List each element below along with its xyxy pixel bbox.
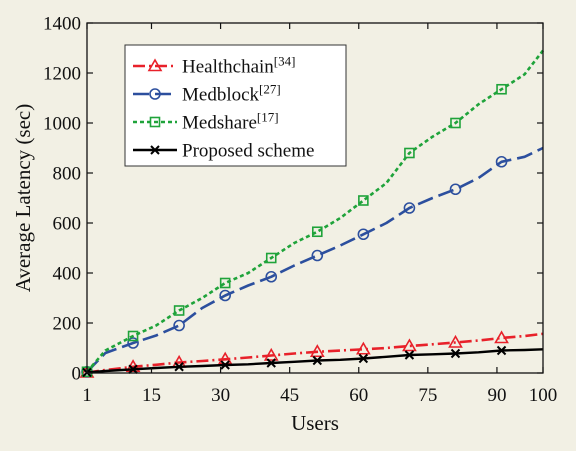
data-point-healthchain <box>309 344 325 358</box>
series-medblock <box>81 146 544 378</box>
legend: Healthchain[34] Medblock[27] Medshare[17] P… <box>124 44 347 167</box>
legend-label: Proposed scheme <box>182 141 314 162</box>
legend-label: Healthchain[34] <box>182 54 295 78</box>
y-tick-label: 200 <box>53 314 82 335</box>
data-point-healthchain <box>448 334 463 348</box>
x-axis-ticks: 1 15 30 45 60 75 90 100 <box>82 23 557 406</box>
series-line-medshare <box>86 49 545 373</box>
data-point-medblock <box>219 289 231 302</box>
data-point-proposed-scheme <box>404 350 415 360</box>
legend-citation: [17] <box>257 110 279 125</box>
data-point-medshare <box>219 277 231 289</box>
legend-label: Medblock[27] <box>182 82 281 106</box>
x-tick-label: 90 <box>487 385 506 406</box>
x-axis-title: Users <box>291 411 339 435</box>
data-point-medshare <box>173 305 185 316</box>
y-tick-label: 800 <box>53 164 82 185</box>
y-tick-label: 0 <box>72 364 82 385</box>
data-point-healthchain <box>402 338 417 352</box>
data-point-medblock <box>173 319 185 332</box>
legend-entry-proposed-scheme: Proposed scheme <box>133 141 314 162</box>
data-point-medshare <box>265 252 277 264</box>
data-point-medshare <box>127 330 139 342</box>
legend-marker <box>147 58 163 72</box>
data-point-proposed-scheme <box>174 362 184 372</box>
series-line-medblock <box>86 146 544 373</box>
data-point-healthchain <box>355 341 371 355</box>
data-point-medshare <box>404 147 415 159</box>
plot-frame <box>86 22 544 374</box>
y-tick-label: 1000 <box>43 114 81 135</box>
series-proposed-scheme <box>82 345 544 378</box>
x-tick-label: 15 <box>142 385 161 406</box>
y-axis-ticks: 0 200 400 600 800 1000 1200 1400 <box>43 14 543 385</box>
data-point-healthchain <box>494 330 509 344</box>
legend-marker <box>149 88 161 100</box>
legend-marker <box>149 116 161 128</box>
y-tick-label: 1200 <box>43 64 81 85</box>
data-point-medblock <box>403 202 416 214</box>
legend-entry-medshare: Medshare[17] <box>133 110 279 134</box>
legend-marker <box>150 145 160 155</box>
data-point-proposed-scheme <box>358 353 369 364</box>
legend-citation: [34] <box>274 54 296 69</box>
x-tick-label: 1 <box>82 385 92 406</box>
x-tick-label: 100 <box>529 385 558 406</box>
y-tick-label: 400 <box>53 264 82 285</box>
data-point-medshare <box>312 226 323 238</box>
data-point-proposed-scheme <box>128 364 138 374</box>
legend-entry-medblock: Medblock[27] <box>133 82 281 106</box>
data-point-proposed-scheme <box>450 348 461 359</box>
legend-label: Medshare[17] <box>182 110 279 134</box>
data-point-medshare <box>450 117 461 129</box>
data-point-healthchain <box>263 347 279 361</box>
data-point-medblock <box>311 249 324 262</box>
data-point-proposed-scheme <box>220 360 230 370</box>
series-line-healthchain <box>86 332 544 374</box>
x-tick-label: 60 <box>349 385 368 406</box>
legend-entry-healthchain: Healthchain[34] <box>133 54 295 78</box>
data-point-medblock <box>495 155 508 168</box>
legend-citation: [27] <box>259 82 281 97</box>
data-point-medshare <box>358 195 369 206</box>
data-point-medblock <box>449 183 462 196</box>
x-tick-label: 75 <box>418 385 437 406</box>
y-tick-label: 600 <box>53 214 82 235</box>
data-point-proposed-scheme <box>266 358 276 368</box>
y-axis-title: Average Latency (sec) <box>11 104 35 293</box>
data-point-medblock <box>265 270 278 283</box>
x-tick-label: 45 <box>280 385 299 406</box>
x-tick-label: 30 <box>211 385 230 406</box>
data-point-medshare <box>496 83 507 95</box>
data-point-proposed-scheme <box>312 355 323 366</box>
y-tick-label: 1400 <box>43 14 81 35</box>
data-point-proposed-scheme <box>496 345 507 356</box>
data-point-medblock <box>127 337 139 349</box>
data-point-medblock <box>357 228 370 241</box>
